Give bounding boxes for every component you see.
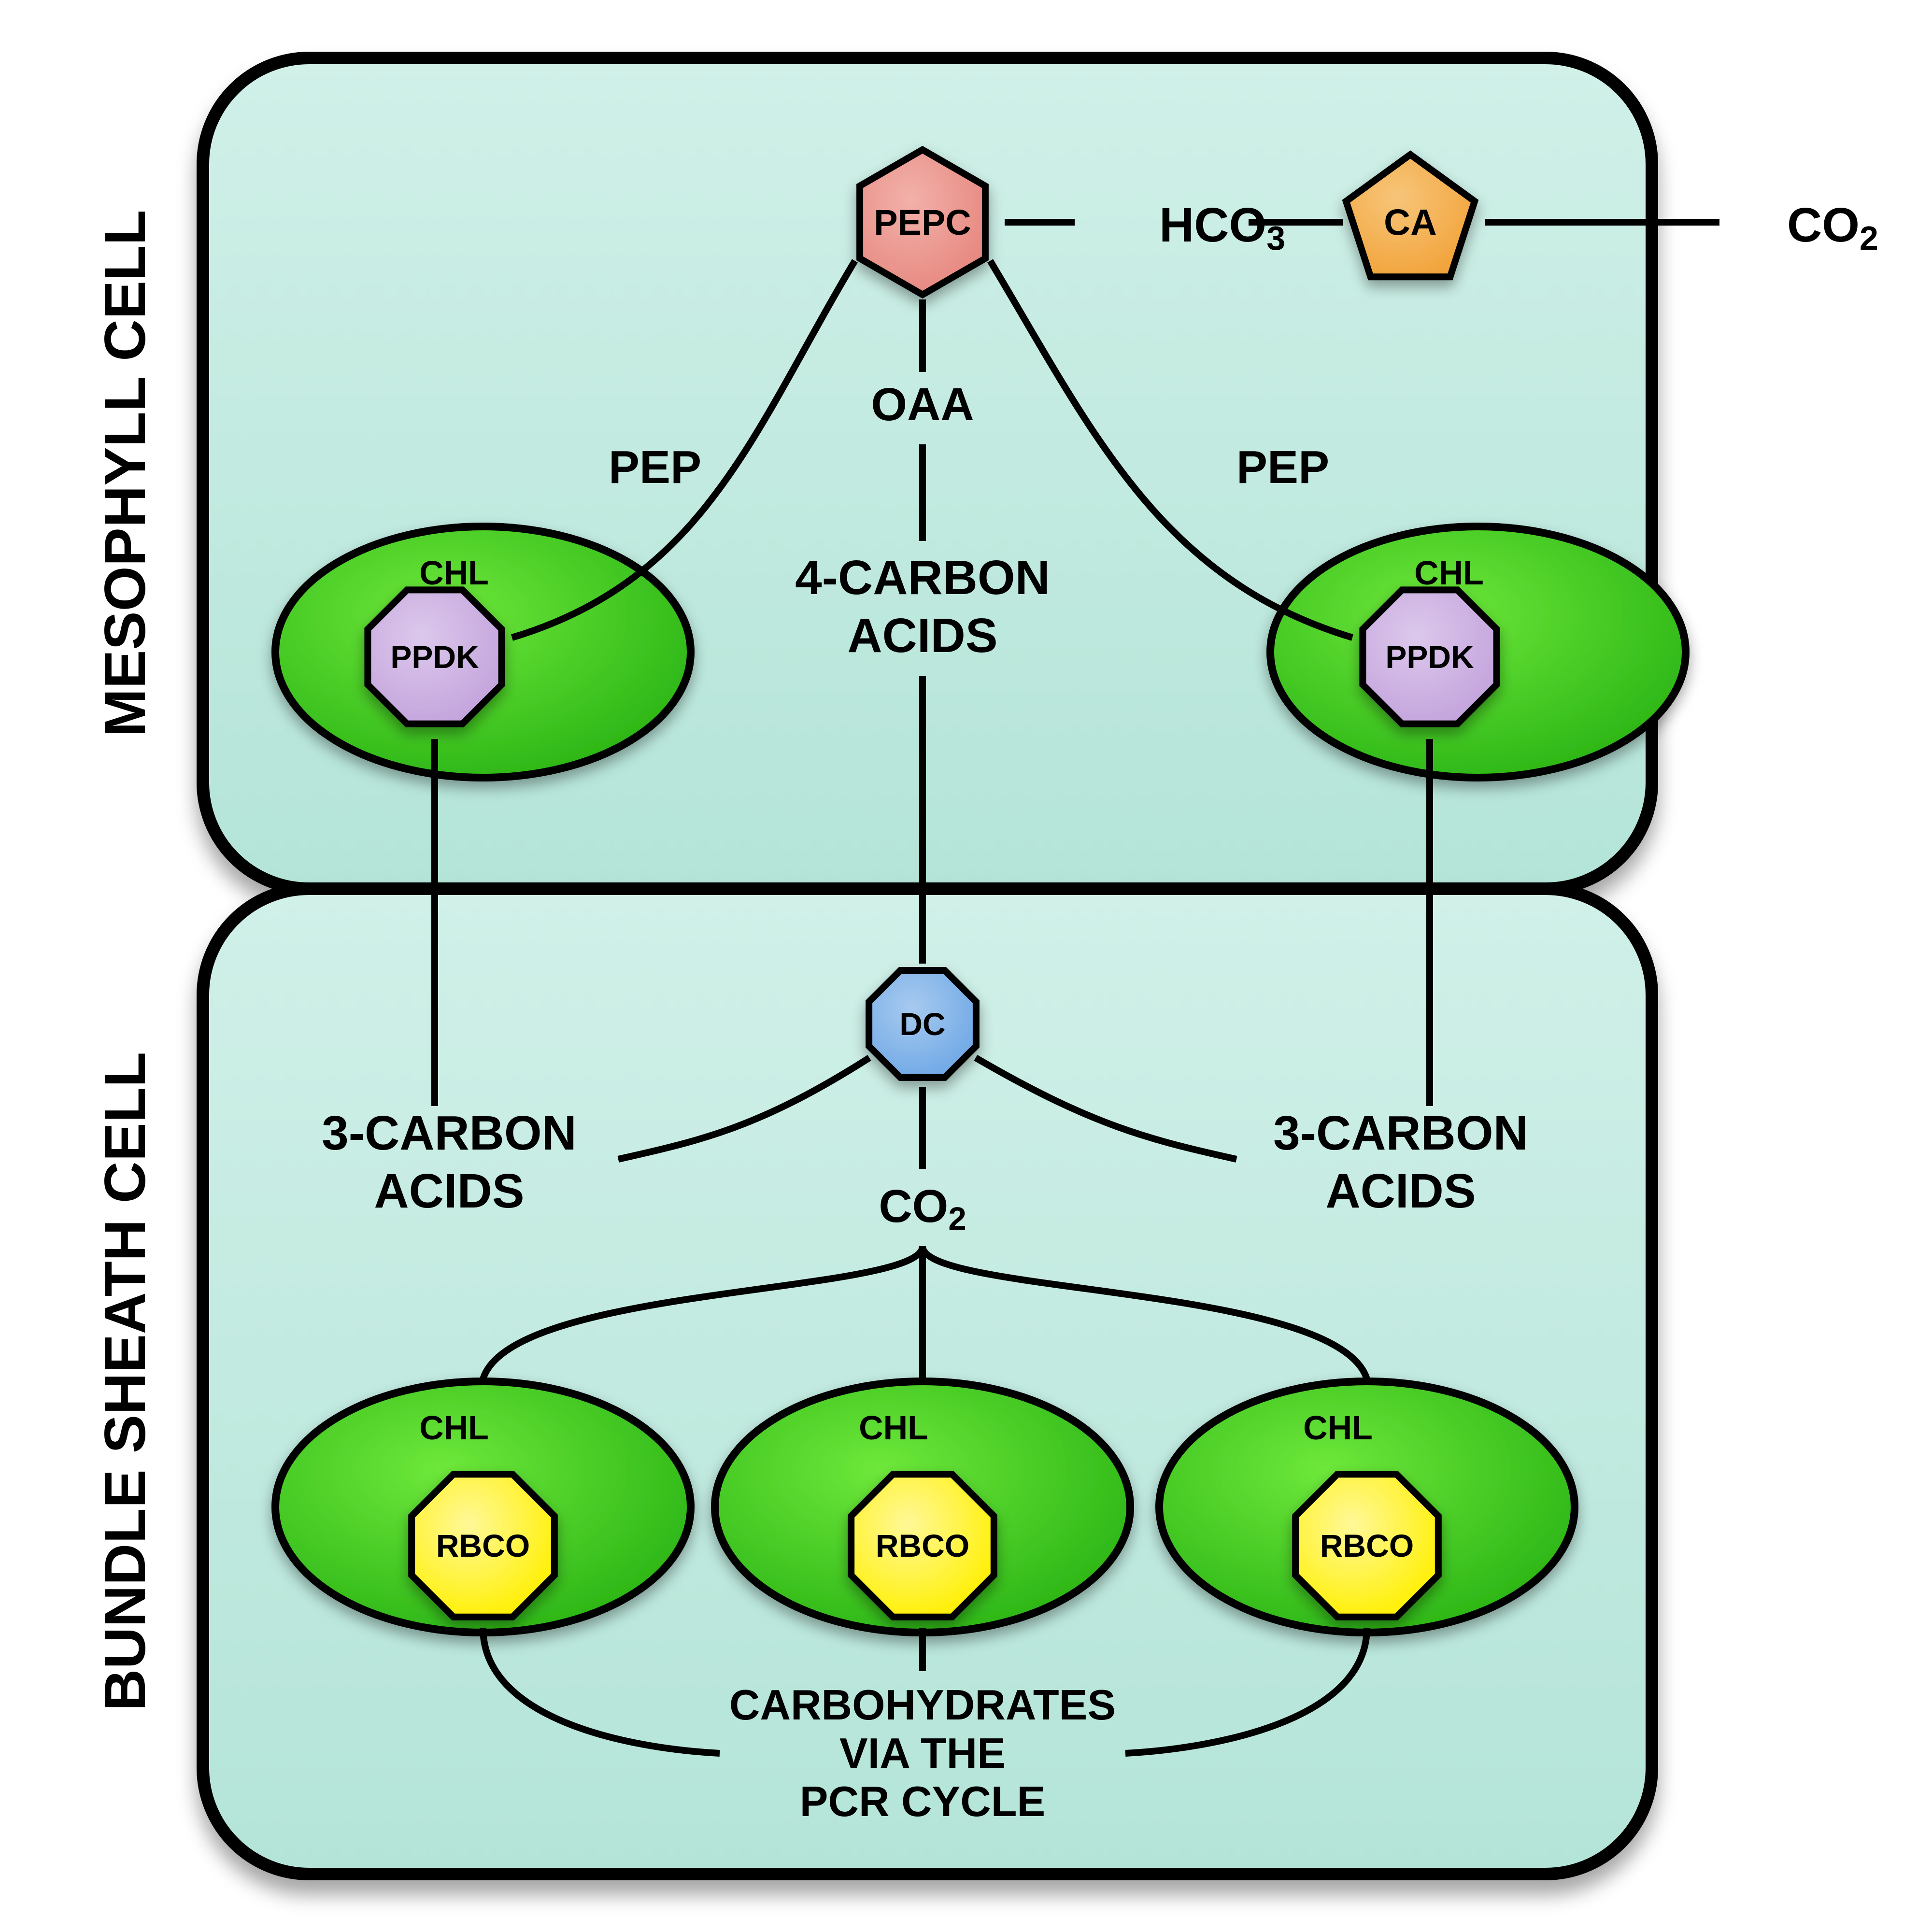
label-co2_in: CO2 bbox=[1787, 198, 1878, 257]
label-c3r2: ACIDS bbox=[1325, 1164, 1476, 1218]
cell-label: BUNDLE SHEATH CELL bbox=[93, 1052, 157, 1711]
label-pep_l: PEP bbox=[609, 441, 701, 493]
label-c3l1: 3-CARBON bbox=[322, 1106, 577, 1160]
chloroplast-label: CHL bbox=[1414, 554, 1484, 592]
label-c3l2: ACIDS bbox=[374, 1164, 524, 1218]
label-pep_r: PEP bbox=[1236, 441, 1329, 493]
chloroplast-label: CHL bbox=[1303, 1409, 1373, 1447]
label-carb2: VIA THE bbox=[839, 1729, 1006, 1777]
chloroplast-label: CHL bbox=[859, 1409, 928, 1447]
label-carb3: PCR CYCLE bbox=[800, 1777, 1046, 1825]
rbco_r-label: RBCO bbox=[1320, 1528, 1414, 1563]
ppdk_l-label: PPDK bbox=[390, 639, 479, 675]
label-carb1: CARBOHYDRATES bbox=[729, 1681, 1116, 1729]
ca-label: CA bbox=[1384, 202, 1437, 243]
pepc-label: PEPC bbox=[874, 202, 971, 242]
label-c3r1: 3-CARBON bbox=[1273, 1106, 1528, 1160]
ppdk_r-label: PPDK bbox=[1385, 639, 1474, 675]
cell-label: MESOPHYLL CELL bbox=[93, 210, 157, 737]
label-c4a1: 4-CARBON bbox=[795, 551, 1050, 605]
rbco_m-label: RBCO bbox=[876, 1528, 969, 1563]
rbco_l-label: RBCO bbox=[436, 1528, 530, 1563]
label-oaa: OAA bbox=[871, 379, 974, 430]
dc-label: DC bbox=[899, 1006, 945, 1042]
chloroplast-label: CHL bbox=[419, 1409, 489, 1447]
label-c4a2: ACIDS bbox=[847, 609, 997, 663]
chloroplast-label: CHL bbox=[419, 554, 489, 592]
